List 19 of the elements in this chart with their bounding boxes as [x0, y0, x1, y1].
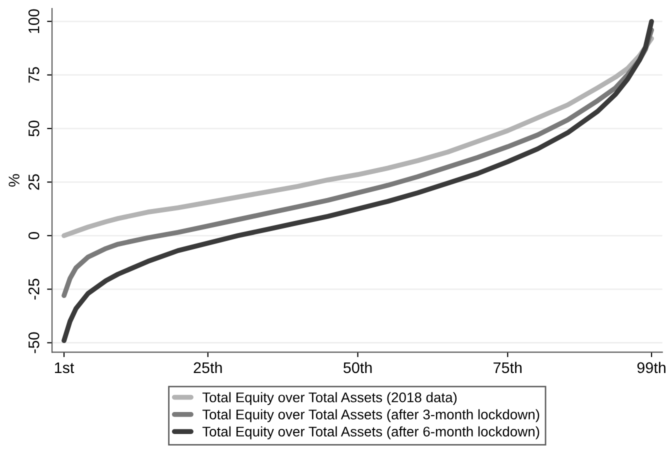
y-tick-label: 25	[28, 174, 40, 190]
y-tick-label: -50	[28, 332, 40, 354]
legend-label: Total Equity over Total Assets (after 6-month lockdown)	[202, 426, 540, 440]
x-tick-label: 75th	[494, 362, 522, 374]
line-series	[62, 18, 654, 344]
legend-label: Total Equity over Total Assets (2018 data)	[202, 392, 457, 406]
x-tick-label: 25th	[194, 362, 222, 374]
x-tick-label: 1st	[54, 362, 74, 374]
line-series	[62, 28, 654, 298]
y-tick-label: 100	[28, 9, 40, 33]
line-series	[62, 36, 654, 238]
y-tick-label: 0	[28, 232, 40, 240]
legend-label: Total Equity over Total Assets (after 3-month lockdown)	[202, 409, 540, 422]
x-tick-label: 50th	[344, 362, 372, 374]
y-axis-title: %	[8, 174, 20, 187]
y-tick-label: 50	[28, 120, 40, 136]
y-tick-label: -25	[28, 278, 40, 300]
x-tick-label: 99th	[637, 362, 666, 374]
y-tick-label: 75	[28, 67, 40, 83]
